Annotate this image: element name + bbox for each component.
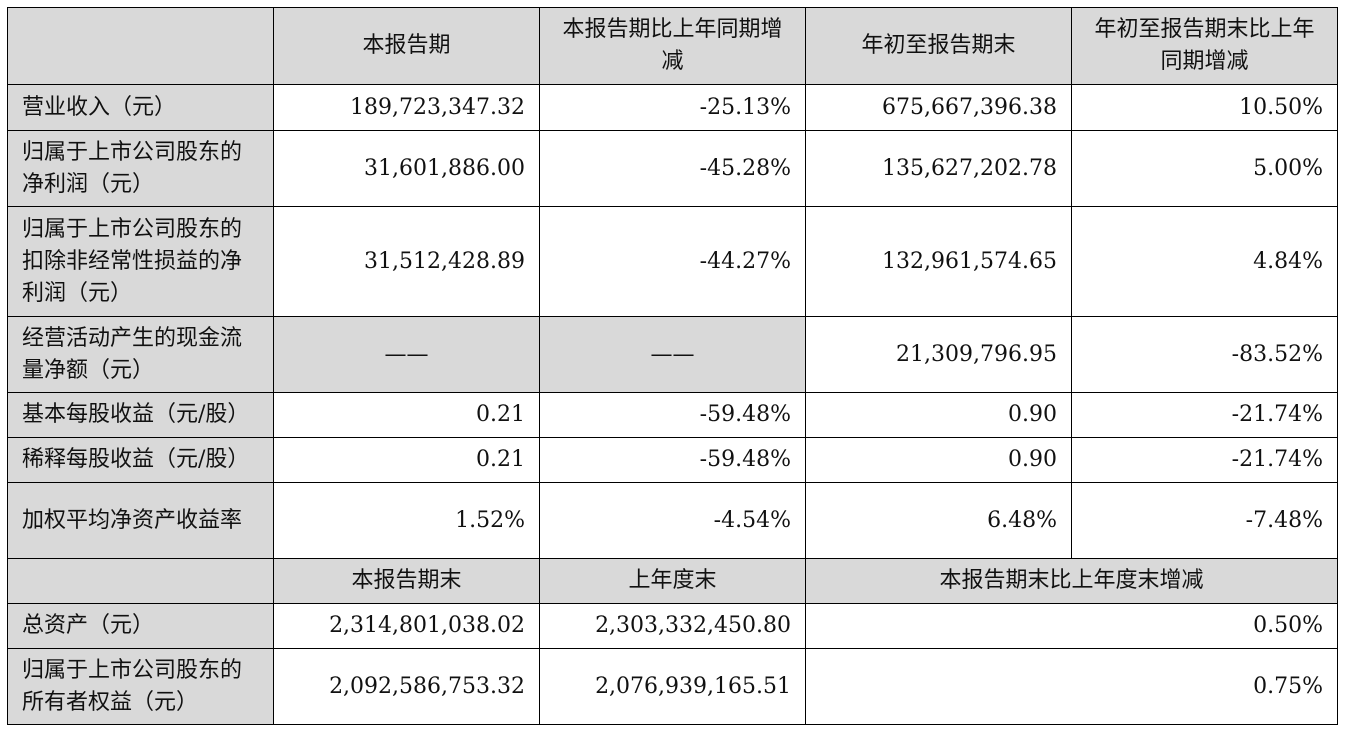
cell-ytd-change: -21.74% — [1071, 392, 1338, 438]
cell-current-period: 31,601,886.00 — [273, 130, 540, 207]
cell-ytd: 6.48% — [805, 482, 1072, 559]
table-row: 总资产（元） 2,314,801,038.02 2,303,332,450.80… — [7, 603, 1338, 649]
cell-current-period: 189,723,347.32 — [273, 84, 540, 131]
cell-current-period-change: -44.27% — [539, 206, 806, 317]
cell-change: 0.50% — [805, 603, 1338, 649]
table-row: 营业收入（元） 189,723,347.32 -25.13% 675,667,3… — [7, 84, 1338, 131]
row-label: 归属于上市公司股东的扣除非经常性损益的净利润（元） — [7, 206, 274, 317]
header-row: 本报告期 本报告期比上年同期增减 年初至报告期末 年初至报告期末比上年同期增减 — [7, 7, 1338, 85]
row-label: 基本每股收益（元/股） — [7, 392, 274, 438]
row-label: 加权平均净资产收益率 — [7, 482, 274, 559]
table-row: 加权平均净资产收益率 1.52% -4.54% 6.48% -7.48% — [7, 482, 1338, 559]
cell-ytd-change: 10.50% — [1071, 84, 1338, 131]
header-ytd-change: 年初至报告期末比上年同期增减 — [1071, 7, 1338, 85]
key-financial-data-table: 本报告期 本报告期比上年同期增减 年初至报告期末 年初至报告期末比上年同期增减 … — [7, 7, 1338, 725]
header-current-period-change: 本报告期比上年同期增减 — [539, 7, 806, 85]
cell-ytd: 675,667,396.38 — [805, 84, 1072, 131]
cell-current-period-change: -59.48% — [539, 392, 806, 438]
financial-table-container: 本报告期 本报告期比上年同期增减 年初至报告期末 年初至报告期末比上年同期增减 … — [7, 7, 1338, 725]
table-row: 归属于上市公司股东的扣除非经常性损益的净利润（元） 31,512,428.89 … — [7, 206, 1338, 317]
cell-current-period-change: -25.13% — [539, 84, 806, 131]
cell-ytd: 0.90 — [805, 392, 1072, 438]
row-label: 稀释每股收益（元/股） — [7, 437, 274, 483]
cell-prior-year-end: 2,076,939,165.51 — [539, 648, 806, 725]
cell-ytd-change: -83.52% — [1071, 316, 1338, 393]
cell-ytd: 132,961,574.65 — [805, 206, 1072, 317]
row-label: 经营活动产生的现金流量净额（元） — [7, 316, 274, 393]
header-empty-cell — [7, 7, 274, 85]
cell-current-period-change-dash: —— — [539, 316, 806, 393]
row-label: 归属于上市公司股东的净利润（元） — [7, 130, 274, 207]
row-label: 归属于上市公司股东的所有者权益（元） — [7, 648, 274, 725]
cell-current-period: 31,512,428.89 — [273, 206, 540, 317]
table-row: 经营活动产生的现金流量净额（元） —— —— 21,309,796.95 -83… — [7, 316, 1338, 393]
cell-ytd: 21,309,796.95 — [805, 316, 1072, 393]
cell-current-period-change: -59.48% — [539, 437, 806, 483]
cell-ytd-change: -21.74% — [1071, 437, 1338, 483]
header-ytd: 年初至报告期末 — [805, 7, 1072, 85]
table-row: 基本每股收益（元/股） 0.21 -59.48% 0.90 -21.74% — [7, 392, 1338, 438]
cell-ytd-change: 4.84% — [1071, 206, 1338, 317]
cell-current-period-change: -45.28% — [539, 130, 806, 207]
header2-change: 本报告期末比上年度末增减 — [805, 558, 1338, 604]
header-current-period: 本报告期 — [273, 7, 540, 85]
header2-period-end: 本报告期末 — [273, 558, 540, 604]
header2-prior-year-end: 上年度末 — [539, 558, 806, 604]
table-row: 归属于上市公司股东的净利润（元） 31,601,886.00 -45.28% 1… — [7, 130, 1338, 207]
cell-period-end: 2,092,586,753.32 — [273, 648, 540, 725]
cell-prior-year-end: 2,303,332,450.80 — [539, 603, 806, 649]
row-label: 总资产（元） — [7, 603, 274, 649]
cell-current-period: 0.21 — [273, 437, 540, 483]
cell-current-period-change: -4.54% — [539, 482, 806, 559]
table-row: 归属于上市公司股东的所有者权益（元） 2,092,586,753.32 2,07… — [7, 648, 1338, 725]
cell-ytd-change: -7.48% — [1071, 482, 1338, 559]
cell-change: 0.75% — [805, 648, 1338, 725]
cell-period-end: 2,314,801,038.02 — [273, 603, 540, 649]
cell-current-period-dash: —— — [273, 316, 540, 393]
cell-ytd: 0.90 — [805, 437, 1072, 483]
header2-empty-cell — [7, 558, 274, 604]
second-header-row: 本报告期末 上年度末 本报告期末比上年度末增减 — [7, 558, 1338, 604]
cell-ytd: 135,627,202.78 — [805, 130, 1072, 207]
row-label: 营业收入（元） — [7, 84, 274, 131]
cell-current-period: 1.52% — [273, 482, 540, 559]
cell-current-period: 0.21 — [273, 392, 540, 438]
table-row: 稀释每股收益（元/股） 0.21 -59.48% 0.90 -21.74% — [7, 437, 1338, 483]
cell-ytd-change: 5.00% — [1071, 130, 1338, 207]
